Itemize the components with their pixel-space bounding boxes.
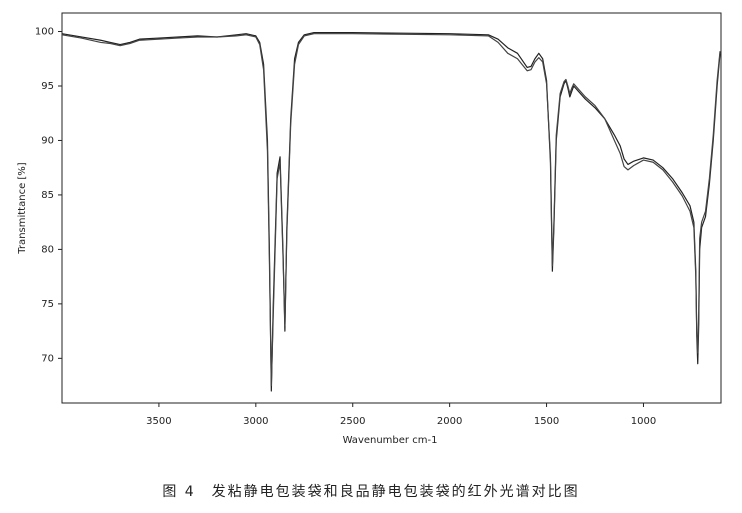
caption: 图 4 发粘静电包装袋和良品静电包装袋的红外光谱对比图 <box>162 484 579 500</box>
x-tick-label: 2000 <box>437 416 462 427</box>
spectrum-line <box>61 33 721 387</box>
plot-frame <box>61 12 722 404</box>
y-tick-label: 75 <box>41 299 54 310</box>
x-tick-label: 1000 <box>631 416 656 427</box>
y-tick-label: 100 <box>35 27 54 38</box>
y-tick-label: 90 <box>41 135 54 146</box>
x-tick-label: 1500 <box>534 416 559 427</box>
y-tick-label: 95 <box>41 81 54 92</box>
y-tick-label: 80 <box>41 244 54 255</box>
y-axis-title: Transmittance [%] <box>17 162 28 254</box>
y-tick-label: 85 <box>41 190 54 201</box>
spectrum-line <box>61 32 721 392</box>
x-tick-label: 2500 <box>340 416 365 427</box>
x-tick-label: 3500 <box>146 416 171 427</box>
y-tick-label: 70 <box>41 353 54 364</box>
x-tick-label: 3000 <box>243 416 268 427</box>
x-axis-title: Wavenumber cm-1 <box>343 435 438 446</box>
